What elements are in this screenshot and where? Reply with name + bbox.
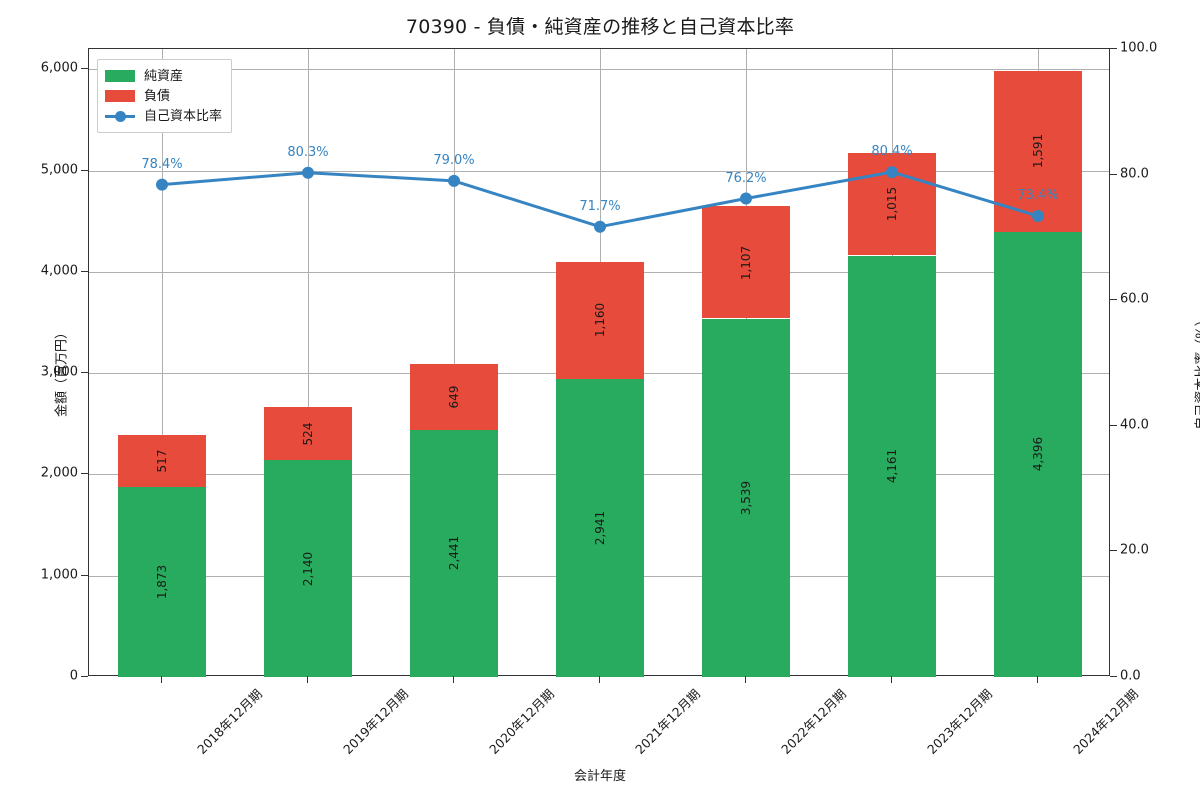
left-y-tickmark (81, 574, 88, 576)
left-y-tick-label: 3,000 (40, 364, 78, 380)
right-y-tick-label: 60.0 (1120, 291, 1149, 307)
bar-segment-net-assets[interactable] (118, 487, 206, 677)
bar-value-label: 4,161 (885, 449, 899, 484)
gridline-vertical (308, 49, 309, 675)
x-tick-label: 2019年12月期 (340, 686, 411, 757)
bar-segment-liabilities[interactable] (410, 364, 498, 430)
legend-swatch (105, 90, 135, 102)
left-y-tick-label: 5,000 (40, 162, 78, 177)
bar-value-label: 524 (301, 422, 315, 446)
bar-value-label: 1,873 (155, 564, 169, 600)
bar-segment-net-assets[interactable] (848, 255, 936, 677)
ratio-value-label: 71.7% (579, 198, 621, 214)
left-y-axis-label: 金額（百万円） (54, 326, 70, 418)
legend-item[interactable]: 自己資本比率 (105, 106, 222, 126)
x-tick-label: 2021年12月期 (632, 686, 703, 757)
bar-value-label: 517 (155, 449, 169, 473)
ratio-value-label: 78.4% (141, 156, 183, 172)
left-y-tickmark (81, 676, 88, 677)
left-y-tickmark (81, 372, 88, 374)
plot-area: 1,873 517 2,140 524 2,441 649 2,941 1,160 3,539 1… (88, 48, 1110, 677)
bar-segment-net-assets[interactable] (702, 318, 790, 677)
right-y-axis-label: 自己資本比率（%） (1194, 313, 1200, 430)
left-y-tickmark (81, 270, 88, 272)
gridline (89, 69, 1109, 71)
legend-swatch (105, 70, 135, 82)
legend-line-marker (105, 109, 135, 123)
right-y-tick-label: 100.0 (1120, 40, 1158, 56)
bar-value-label: 3,539 (739, 480, 753, 515)
bar-value-label: 1,160 (593, 303, 607, 338)
legend-label: 純資産 (144, 68, 184, 84)
left-y-tickmark (81, 473, 88, 475)
bar-value-label: 2,941 (593, 510, 607, 546)
bar-segment-liabilities[interactable] (118, 434, 206, 488)
bar-value-label: 1,107 (739, 245, 753, 280)
right-y-tickmark (1110, 173, 1117, 175)
legend-label: 負債 (144, 88, 171, 104)
bar-value-label: 1,015 (885, 186, 899, 222)
ratio-value-label: 76.2% (725, 170, 767, 186)
bar-segment-net-assets[interactable] (264, 460, 352, 677)
x-tickmark (453, 676, 454, 683)
chart-legend: 純資産負債自己資本比率 (97, 59, 233, 133)
left-y-tickmark (81, 169, 88, 171)
x-tickmark (1037, 676, 1038, 683)
bar-value-label: 649 (447, 385, 461, 409)
left-y-tickmark (81, 68, 88, 70)
x-tickmark (745, 676, 746, 683)
right-y-tickmark (1110, 550, 1117, 552)
x-tick-label: 2020年12月期 (486, 686, 557, 757)
right-y-tickmark (1110, 48, 1117, 49)
left-y-tick-label: 6,000 (40, 60, 78, 76)
ratio-value-label: 73.4% (1017, 188, 1059, 203)
ratio-value-label: 79.0% (433, 152, 475, 168)
ratio-value-label: 80.4% (871, 144, 913, 160)
x-tickmark (161, 676, 162, 683)
bar-segment-liabilities[interactable] (264, 407, 352, 461)
left-y-tick-label: 2,000 (40, 465, 78, 481)
bar-value-label: 4,396 (1031, 437, 1045, 472)
bar-segment-net-assets[interactable] (410, 429, 498, 677)
ratio-value-label: 80.3% (287, 144, 329, 160)
x-tick-label: 2022年12月期 (778, 686, 849, 757)
gridline-vertical (162, 49, 163, 675)
right-y-tick-label: 40.0 (1120, 417, 1149, 433)
right-y-tick-label: 80.0 (1120, 166, 1149, 182)
right-y-tick-label: 20.0 (1120, 542, 1149, 558)
right-y-tickmark (1110, 676, 1117, 677)
bar-segment-liabilities[interactable] (556, 261, 644, 380)
right-y-tickmark (1110, 299, 1117, 301)
x-tick-label: 2018年12月期 (194, 686, 265, 757)
left-y-tick-label: 4,000 (40, 263, 78, 279)
right-y-tickmark (1110, 424, 1117, 426)
left-y-tick-label: 1,000 (40, 567, 78, 583)
bar-value-label: 2,441 (447, 536, 461, 571)
legend-item[interactable]: 純資産 (105, 66, 222, 86)
bar-value-label: 1,591 (1031, 134, 1045, 169)
x-tick-label: 2023年12月期 (924, 686, 995, 757)
legend-item[interactable]: 負債 (105, 86, 222, 106)
bar-segment-net-assets[interactable] (994, 231, 1082, 677)
bar-segment-net-assets[interactable] (556, 379, 644, 677)
bar-value-label: 2,140 (301, 551, 315, 586)
left-y-tick-label: 0 (69, 668, 78, 684)
gridline-vertical (454, 49, 455, 675)
x-tick-label: 2024年12月期 (1070, 686, 1141, 757)
x-tickmark (307, 676, 308, 683)
x-tickmark (891, 676, 892, 683)
legend-label: 自己資本比率 (144, 108, 223, 124)
right-y-tick-label: 0.0 (1120, 668, 1141, 684)
gridline (89, 170, 1109, 172)
chart-title: 70390 - 負債・純資産の推移と自己資本比率 (405, 16, 795, 38)
x-axis-label: 会計年度 (573, 769, 626, 784)
x-tickmark (599, 676, 600, 683)
